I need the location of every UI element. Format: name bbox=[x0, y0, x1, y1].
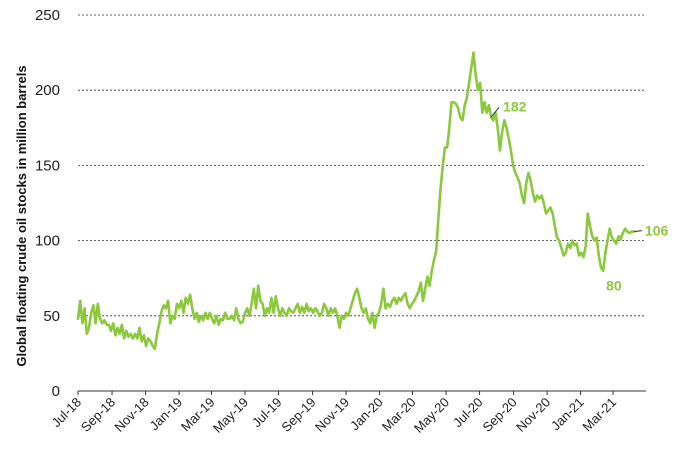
series-layer bbox=[76, 51, 636, 351]
y-axis-ticks: 0 50 100 150 200 250 bbox=[35, 7, 60, 400]
y-tick-label: 250 bbox=[35, 7, 60, 24]
y-tick-label: 150 bbox=[35, 157, 60, 174]
y-axis-label: Global floating crude oil stocks in mill… bbox=[14, 65, 29, 366]
x-tick-label: Jan-20 bbox=[347, 395, 386, 434]
x-tick-label: Nov-19 bbox=[312, 395, 352, 435]
annotation-label: 106 bbox=[645, 223, 669, 239]
annotation-leader bbox=[633, 230, 642, 233]
x-tick-label: Jan-19 bbox=[146, 395, 185, 434]
annotation-leader bbox=[490, 106, 500, 118]
x-tick-label: Sep-19 bbox=[278, 395, 318, 435]
x-tick-label: May-19 bbox=[210, 395, 251, 436]
series-line-0 bbox=[76, 51, 636, 351]
x-tick-label: Mar-21 bbox=[579, 395, 619, 435]
x-tick-label: May-20 bbox=[411, 395, 452, 436]
x-tick-label: Sep-18 bbox=[78, 395, 118, 435]
annotation-label: 182 bbox=[503, 98, 527, 114]
y-tick-label: 0 bbox=[52, 383, 60, 400]
annotations: 182 106 80 bbox=[490, 98, 669, 294]
x-tick-label: Sep-20 bbox=[479, 395, 519, 435]
annotation-label: 80 bbox=[606, 278, 622, 294]
y-tick-label: 200 bbox=[35, 82, 60, 99]
y-tick-label: 100 bbox=[35, 233, 60, 250]
gridlines bbox=[78, 14, 646, 317]
x-axis-ticks: Jul-18Sep-18Nov-18Jan-19Mar-19May-19Jul-… bbox=[48, 391, 619, 436]
y-tick-label: 50 bbox=[43, 308, 60, 325]
x-tick-label: Nov-20 bbox=[513, 395, 553, 435]
x-tick-label: Jan-21 bbox=[548, 395, 587, 434]
x-tick-label: Nov-18 bbox=[111, 395, 151, 435]
